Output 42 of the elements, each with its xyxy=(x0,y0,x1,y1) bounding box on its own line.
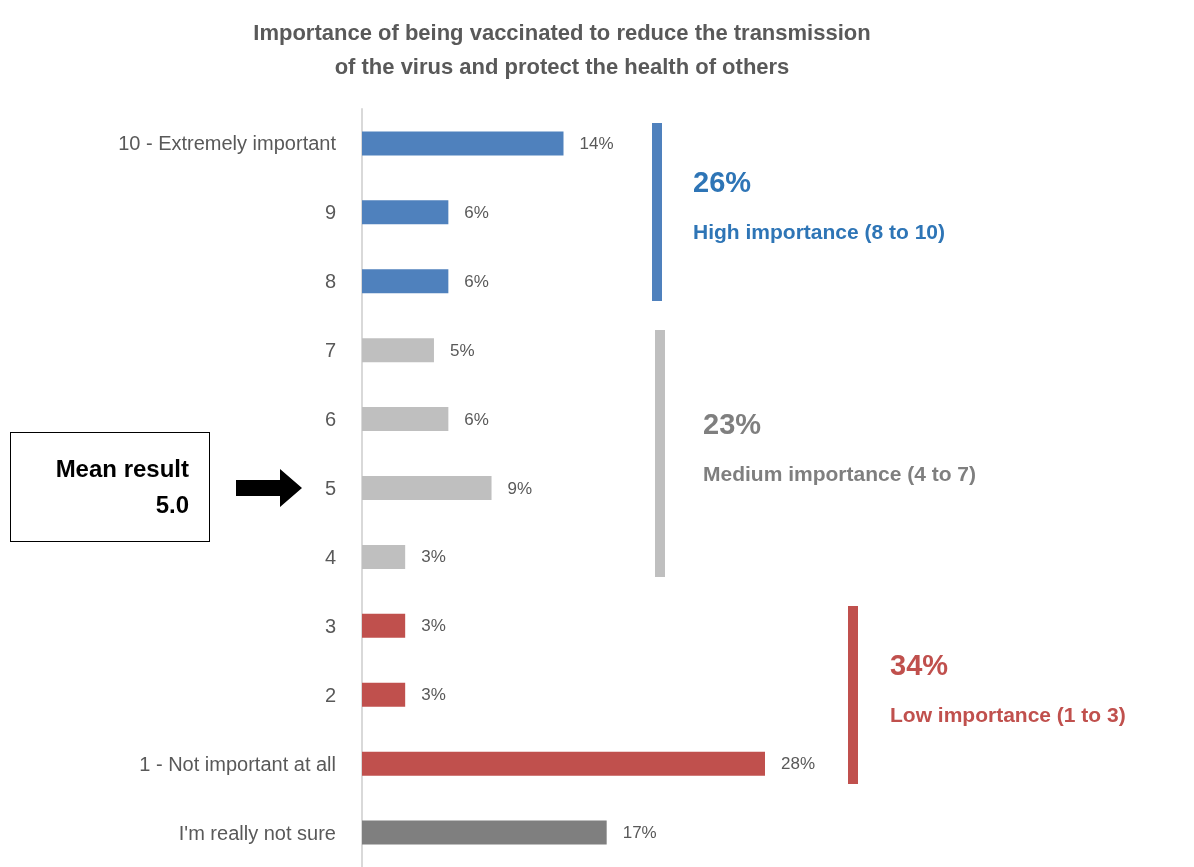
y-tick-label: 4 xyxy=(324,545,336,568)
data-label: 6% xyxy=(464,202,489,222)
data-label: 14% xyxy=(579,133,614,153)
data-label: 3% xyxy=(421,547,446,567)
data-label: 3% xyxy=(421,616,446,636)
text: 5.0 xyxy=(154,490,189,520)
data-label: 28% xyxy=(781,754,816,774)
bar xyxy=(362,407,449,432)
bar xyxy=(362,544,406,569)
y-tick-label: 10 - Extremely important xyxy=(118,132,337,155)
data-label: 9% xyxy=(507,478,533,498)
bar xyxy=(362,476,492,500)
bar xyxy=(362,131,564,156)
annotation: 23% xyxy=(703,407,762,441)
data-label: 3% xyxy=(421,685,446,705)
y-tick-label: 2 xyxy=(324,683,336,706)
data-label: 6% xyxy=(464,271,489,291)
annotation: Medium importance (4 to 7) xyxy=(703,461,977,486)
bar xyxy=(362,820,607,845)
bar xyxy=(362,682,406,707)
annotation: 26% xyxy=(693,166,752,200)
text: Low importance (1 to 3) xyxy=(890,702,1126,727)
annotation: High importance (8 to 10) xyxy=(693,220,946,245)
y-tick-label: 7 xyxy=(324,339,336,362)
y-tick-label: 6 xyxy=(324,408,336,431)
data-label: 17% xyxy=(622,823,657,843)
y-tick-label: 5 xyxy=(324,477,336,499)
y-tick-label: 3 xyxy=(324,614,336,637)
bar xyxy=(362,751,765,776)
y-tick-label: 1 - Not important at all xyxy=(139,752,336,775)
y-tick-label: 8 xyxy=(324,270,336,293)
text: Mean result xyxy=(54,454,189,484)
data-label: 5% xyxy=(449,340,475,360)
bar xyxy=(362,269,449,294)
bar xyxy=(362,338,434,363)
y-tick-label: I'm really not sure xyxy=(178,821,336,844)
bar xyxy=(362,200,449,225)
text: 34% xyxy=(890,648,949,682)
chart-title: Importance of being vaccinated to reduce the transmission of the virus and protect the health of others xyxy=(253,19,871,79)
bar xyxy=(362,613,406,638)
data-label: 6% xyxy=(464,409,489,429)
y-tick-label: 9 xyxy=(324,201,336,224)
